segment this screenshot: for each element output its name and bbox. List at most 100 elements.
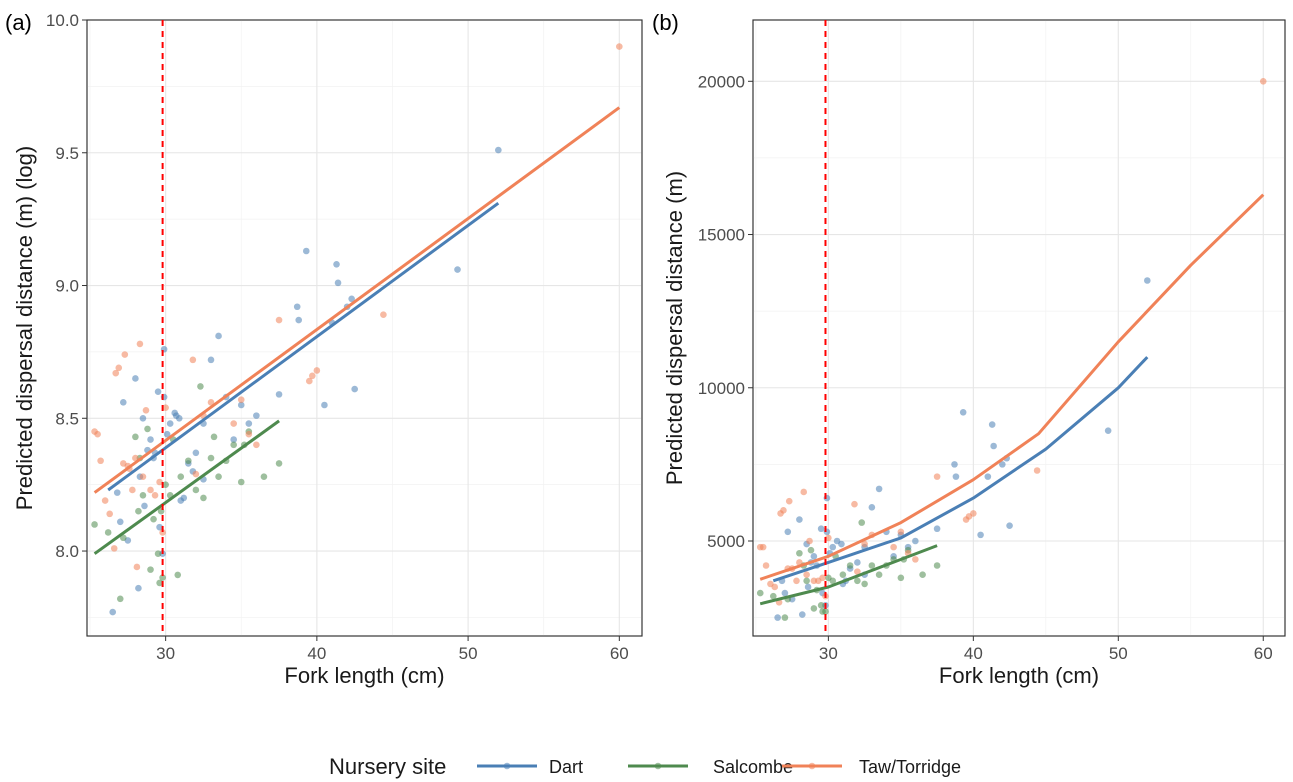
point-taw-torridge (192, 470, 200, 478)
point-dart (454, 266, 461, 273)
point-dart (798, 611, 806, 618)
legend-key-point-dart (503, 762, 511, 770)
point-dart (348, 295, 355, 303)
point-salcombe (803, 577, 810, 585)
point-salcombe (177, 473, 185, 480)
panel-tag: (a) (5, 10, 32, 35)
fit-line-salcombe (93, 419, 280, 555)
fit-line-dart (772, 356, 1149, 583)
point-taw-torridge (309, 372, 316, 380)
legend-title: Nursery site (329, 754, 446, 779)
point-salcombe (846, 562, 854, 569)
point-taw-torridge (189, 356, 197, 364)
point-taw-torridge (800, 488, 808, 496)
point-dart (293, 303, 301, 311)
point-taw-torridge (245, 430, 253, 438)
point-taw-torridge (156, 478, 163, 486)
point-dart (804, 583, 812, 591)
point-taw-torridge (139, 473, 147, 480)
point-taw-torridge (237, 396, 245, 403)
point-dart (295, 316, 303, 324)
x-tick-label: 30 (819, 644, 838, 663)
point-taw-torridge (785, 497, 793, 505)
point-taw-torridge (106, 510, 113, 518)
point-taw-torridge (793, 577, 800, 585)
x-tick-label: 40 (307, 644, 326, 663)
point-taw-torridge (230, 420, 237, 427)
point-dart (135, 584, 142, 592)
point-taw-torridge (94, 430, 101, 438)
y-tick-label: 20000 (698, 72, 745, 91)
point-salcombe (817, 602, 825, 609)
point-dart (959, 408, 967, 416)
point-dart (784, 528, 792, 536)
point-taw-torridge (110, 545, 118, 552)
point-dart (116, 518, 124, 526)
panel-a: 30 40 50 60 8.0 8.5 9.0 9.5 10.0 Fork length (cm)… (5, 10, 643, 688)
point-salcombe (861, 580, 868, 588)
point-dart (141, 502, 148, 510)
point-dart (154, 388, 162, 396)
point-salcombe (210, 433, 218, 441)
point-taw-torridge (306, 377, 313, 385)
fit-line-salcombe (759, 544, 938, 606)
point-taw-torridge (759, 543, 767, 551)
point-salcombe (154, 550, 162, 557)
point-taw-torridge (151, 491, 159, 499)
point-salcombe (769, 592, 777, 600)
point-taw-torridge (115, 364, 123, 372)
point-dart (977, 531, 984, 539)
y-axis-title: Predicted dispersal distance (m) (log) (12, 146, 37, 510)
point-taw-torridge (1033, 467, 1041, 474)
point-dart (172, 412, 180, 419)
point-salcombe (810, 605, 818, 612)
point-salcombe (156, 579, 163, 587)
point-dart (333, 260, 340, 268)
point-dart (163, 430, 171, 438)
point-salcombe (829, 577, 837, 585)
point-dart (912, 537, 919, 545)
point-taw-torridge (780, 507, 787, 514)
point-dart (990, 442, 997, 450)
point-dart (253, 412, 260, 419)
point-taw-torridge (897, 528, 905, 536)
point-taw-torridge (380, 311, 387, 319)
legend-label-taw-torridge: Taw/Torridge (859, 757, 961, 777)
point-dart (139, 414, 147, 422)
point-taw-torridge (970, 510, 977, 517)
point-salcombe (132, 433, 139, 441)
point-salcombe (119, 534, 127, 542)
y-tick-label: 5000 (707, 532, 745, 551)
point-dart (838, 540, 845, 548)
point-dart (192, 449, 200, 457)
point-dart (180, 494, 188, 502)
point-dart (951, 461, 958, 468)
point-salcombe (858, 519, 866, 526)
point-salcombe (868, 562, 876, 569)
point-taw-torridge (147, 486, 154, 494)
y-tick-label: 9.0 (55, 277, 79, 296)
y-axis-title: Predicted dispersal distance (m) (662, 171, 687, 485)
fit-line-taw-torridge (759, 193, 1265, 581)
legend: Nursery site Dart Salcombe Taw/Torridge (329, 754, 961, 779)
point-dart (207, 356, 215, 364)
point-salcombe (139, 491, 147, 499)
y-tick-label: 10000 (698, 379, 745, 398)
legend-label-salcombe: Salcombe (713, 757, 793, 777)
point-salcombe (192, 486, 200, 494)
point-taw-torridge (162, 404, 169, 411)
point-salcombe (839, 571, 847, 579)
point-salcombe (897, 574, 905, 582)
point-dart (334, 279, 342, 287)
x-tick-label: 60 (610, 644, 629, 663)
point-salcombe (104, 529, 112, 536)
point-dart (302, 247, 310, 255)
point-salcombe (807, 546, 815, 554)
point-dart (774, 614, 781, 621)
panel-tag: (b) (652, 10, 679, 35)
y-tick-label: 8.0 (55, 542, 79, 561)
point-dart (237, 401, 245, 409)
y-tick-label: 10.0 (46, 11, 79, 30)
point-taw-torridge (912, 556, 919, 563)
